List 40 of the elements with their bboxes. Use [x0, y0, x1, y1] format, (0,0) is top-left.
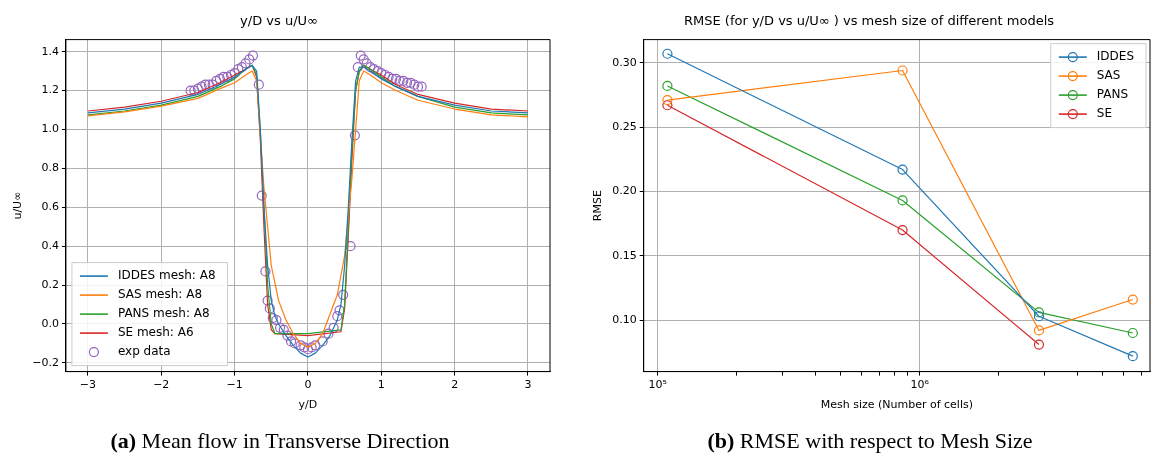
x-tick-label: 10⁵ [648, 378, 667, 392]
y-tick-label: 0.10 [612, 312, 637, 326]
x-tick-label: 3 [524, 378, 532, 392]
y-tick-label: 0.20 [612, 184, 637, 198]
y-tick-label: 1.2 [41, 83, 59, 97]
x-tick-label: −2 [153, 378, 170, 392]
y-tick-label: 0.30 [612, 55, 637, 69]
x-tick-label: 10⁶ [910, 378, 930, 392]
legend-label: PANS mesh: A8 [117, 306, 210, 321]
chart-title: RMSE (for y/D vs u/U∞ ) vs mesh size of different models [683, 13, 1055, 29]
legend-label: exp data [117, 344, 171, 359]
legend-label: IDDES [1096, 49, 1134, 64]
x-tick-label: 1 [377, 378, 385, 392]
text: (a) Mean flow in Transverse Direction [110, 428, 450, 453]
x-tick-label: 2 [451, 378, 459, 392]
y-tick-label: 0.0 [41, 316, 59, 330]
y-tick-label: 0.8 [41, 161, 59, 175]
y-axis-title: u/U∞ [11, 191, 25, 220]
y-tick-label: 0.4 [41, 239, 59, 253]
y-tick-label: −0.2 [32, 355, 59, 369]
text: (b) RMSE with respect to Mesh Size [707, 428, 1033, 453]
x-axis-title: y/D [298, 398, 318, 412]
y-tick-label: 0.15 [612, 248, 637, 262]
y-axis-title: RMSE [591, 190, 605, 222]
legend-label: SE [1096, 106, 1112, 121]
x-tick-label: −1 [226, 378, 243, 392]
chart-title: y/D vs u/U∞ [240, 13, 318, 29]
x-axis-title: Mesh size (Number of cells) [820, 398, 973, 412]
y-tick-label: 1.0 [41, 122, 59, 136]
x-tick-label: −3 [79, 378, 97, 392]
y-tick-label: 0.6 [41, 200, 59, 214]
legend-label: SAS mesh: A8 [117, 287, 203, 302]
legend-label: PANS [1096, 87, 1129, 102]
x-tick-label: 0 [304, 378, 312, 392]
y-tick-label: 0.25 [612, 119, 637, 133]
y-tick-label: 1.4 [41, 44, 59, 58]
legend-label: SE mesh: A6 [117, 325, 194, 340]
legend-label: SAS [1096, 68, 1121, 83]
legend-label: IDDES mesh: A8 [117, 268, 216, 283]
y-tick-label: 0.2 [41, 277, 59, 291]
